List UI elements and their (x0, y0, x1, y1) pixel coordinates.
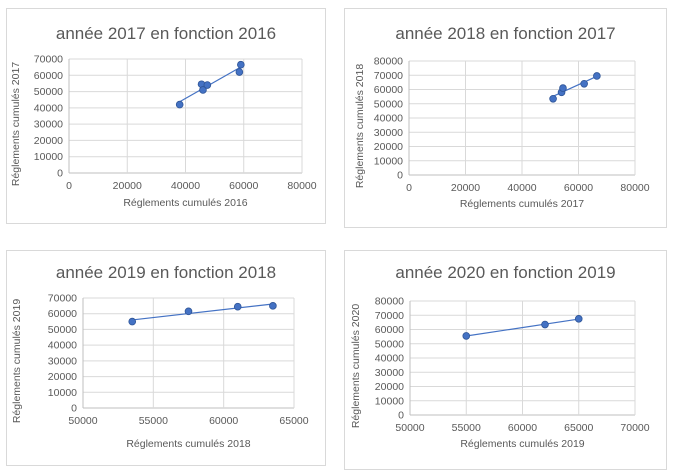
y-tick-label: 30000 (48, 355, 77, 367)
x-tick-label: 40000 (171, 180, 200, 192)
y-tick-label: 0 (397, 170, 403, 182)
y-tick-label: 0 (398, 410, 404, 422)
y-axis-title: Réglements cumulés 2019 (11, 299, 23, 423)
y-tick-label: 30000 (374, 127, 403, 139)
scatter-chart: année 2019 en fonction 2018 0 10000 20000 30… (11, 263, 309, 450)
x-tick-label: 60000 (229, 180, 258, 192)
trendline (466, 318, 579, 337)
y-axis-title: Réglements cumulés 2017 (10, 62, 22, 186)
data-point (203, 81, 212, 89)
chart-title: année 2019 en fonction 2018 (56, 263, 276, 282)
y-tick-label: 20000 (48, 371, 77, 383)
y-tick-label: 10000 (374, 155, 403, 167)
y-tick-label: 0 (57, 168, 63, 180)
y-tick-label: 70000 (374, 70, 403, 82)
chart-title: année 2018 en fonction 2017 (395, 24, 615, 43)
data-point (235, 68, 244, 76)
data-point (580, 80, 588, 88)
y-tick-label: 50000 (375, 338, 404, 350)
y-tick-label: 20000 (375, 381, 404, 393)
y-axis-title: Réglements cumulés 2018 (354, 64, 366, 188)
y-tick-label: 70000 (48, 293, 77, 305)
y-tick-label: 70000 (375, 310, 404, 322)
data-point (184, 307, 193, 316)
x-tick-label: 55000 (452, 422, 481, 434)
trendline (132, 303, 273, 321)
y-tick-label: 40000 (375, 353, 404, 365)
x-tick-label: 60000 (209, 415, 238, 427)
x-axis-title: Réglements cumulés 2016 (123, 197, 247, 209)
chart-title: année 2020 en fonction 2019 (395, 263, 615, 282)
data-point (237, 60, 245, 69)
chart-panel-2017-vs-2016: année 2017 en fonction 2016 0 10000 20000 30… (6, 8, 326, 224)
y-tick-label: 20000 (34, 135, 63, 147)
y-tick-label: 50000 (48, 324, 77, 336)
x-tick-label: 55000 (139, 415, 168, 427)
x-tick-label: 80000 (287, 180, 316, 192)
x-tick-label: 65000 (279, 415, 308, 427)
x-tick-label: 0 (66, 180, 72, 192)
y-tick-label: 10000 (34, 151, 63, 163)
x-axis-title: Réglements cumulés 2017 (460, 198, 584, 210)
y-tick-label: 60000 (34, 70, 63, 82)
x-tick-label: 70000 (620, 422, 649, 434)
scatter-chart: année 2017 en fonction 2016 0 10000 20000 30… (10, 24, 317, 209)
data-point (199, 86, 207, 94)
data-point (128, 317, 137, 326)
x-tick-label: 65000 (564, 422, 593, 434)
x-tick-label: 0 (406, 182, 412, 194)
y-tick-label: 40000 (48, 340, 77, 352)
data-point (593, 72, 601, 80)
y-tick-label: 10000 (375, 395, 404, 407)
y-tick-label: 30000 (34, 119, 63, 131)
data-point (462, 332, 471, 340)
x-tick-label: 20000 (451, 182, 480, 194)
data-point (269, 302, 277, 310)
x-tick-label: 50000 (68, 415, 97, 427)
y-tick-label: 0 (71, 403, 77, 415)
chart-panel-2020-vs-2019: année 2020 en fonction 2019 0 10000 20000 30… (344, 250, 667, 470)
x-tick-label: 60000 (508, 422, 537, 434)
y-tick-label: 10000 (48, 387, 77, 399)
y-tick-label: 60000 (375, 324, 404, 336)
x-tick-label: 60000 (564, 182, 593, 194)
data-point (233, 302, 242, 311)
y-tick-label: 40000 (34, 102, 63, 114)
chart-title: année 2017 en fonction 2016 (56, 24, 276, 43)
y-tick-label: 40000 (374, 113, 403, 125)
y-tick-label: 60000 (374, 84, 403, 96)
y-tick-label: 80000 (374, 56, 403, 68)
chart-panel-2018-vs-2017: année 2018 en fonction 2017 0 10000 20000 30… (344, 8, 667, 228)
y-tick-label: 80000 (375, 296, 404, 308)
x-tick-label: 50000 (395, 422, 424, 434)
y-tick-label: 20000 (374, 141, 403, 153)
scatter-chart: année 2018 en fonction 2017 0 10000 20000 30… (354, 24, 650, 210)
scatter-chart: année 2020 en fonction 2019 0 10000 20000 30… (350, 263, 650, 450)
y-tick-label: 60000 (48, 308, 77, 320)
chart-panel-2019-vs-2018: année 2019 en fonction 2018 0 10000 20000 30… (6, 250, 326, 466)
y-tick-label: 50000 (374, 98, 403, 110)
x-axis-title: Réglements cumulés 2019 (460, 438, 584, 450)
data-point (574, 315, 583, 323)
y-tick-label: 30000 (375, 367, 404, 379)
x-tick-label: 20000 (113, 180, 142, 192)
y-tick-label: 50000 (34, 86, 63, 98)
x-axis-title: Réglements cumulés 2018 (126, 438, 250, 450)
y-tick-label: 70000 (34, 54, 63, 66)
data-point (175, 100, 184, 109)
data-point (541, 320, 549, 329)
x-tick-label: 80000 (620, 182, 649, 194)
data-point (559, 84, 567, 92)
data-point (549, 94, 557, 103)
y-axis-title: Réglements cumulés 2020 (350, 304, 362, 428)
x-tick-label: 40000 (507, 182, 536, 194)
